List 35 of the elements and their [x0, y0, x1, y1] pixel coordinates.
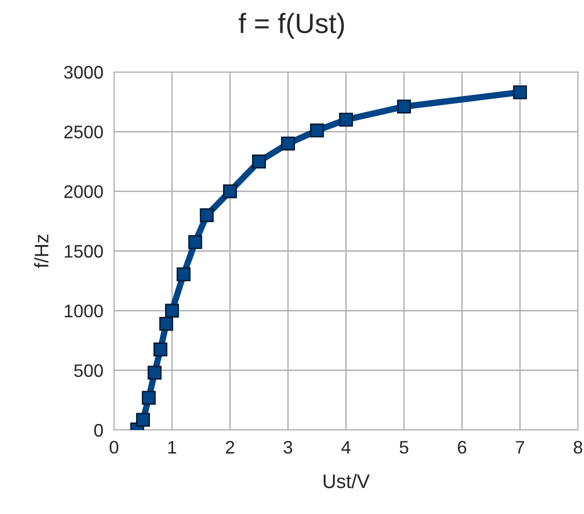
point: [136, 412, 150, 427]
point: [223, 184, 237, 198]
point: [142, 390, 156, 405]
point: [176, 267, 191, 282]
y-tick-label: 2500: [64, 126, 103, 138]
point: [281, 136, 295, 151]
x-tick-label: 0: [110, 440, 118, 454]
y-tick-label: 500: [74, 364, 103, 378]
x-tick-label: 8: [574, 440, 582, 454]
y-tick-label: 3000: [64, 66, 103, 79]
y-tick-label: 0: [94, 424, 103, 437]
point: [397, 100, 411, 114]
x-tick-label: 3: [284, 440, 292, 454]
point: [310, 124, 324, 138]
x-tick-label: 4: [341, 441, 350, 454]
point: [148, 366, 162, 380]
x-tick-label: 6: [458, 440, 466, 454]
x-tick-label: 2: [226, 440, 234, 454]
point: [252, 154, 266, 168]
y-tick-label: 1500: [64, 244, 103, 258]
y-tick-label: 1000: [64, 304, 103, 318]
chart-title: f = f(Ust): [238, 12, 344, 39]
point: [165, 304, 179, 318]
point: [339, 112, 353, 127]
point: [188, 235, 202, 249]
point: [153, 342, 168, 356]
x-tick-label: 5: [400, 441, 408, 454]
y-axis-title: f/Hz: [34, 234, 48, 268]
y-tick-label: 2000: [64, 185, 103, 198]
point: [159, 316, 174, 331]
x-tick-label: 7: [516, 441, 524, 454]
point: [513, 85, 527, 100]
x-axis-title: Ust/V: [324, 474, 370, 488]
point: [200, 208, 214, 222]
x-tick-label: 1: [168, 441, 176, 454]
